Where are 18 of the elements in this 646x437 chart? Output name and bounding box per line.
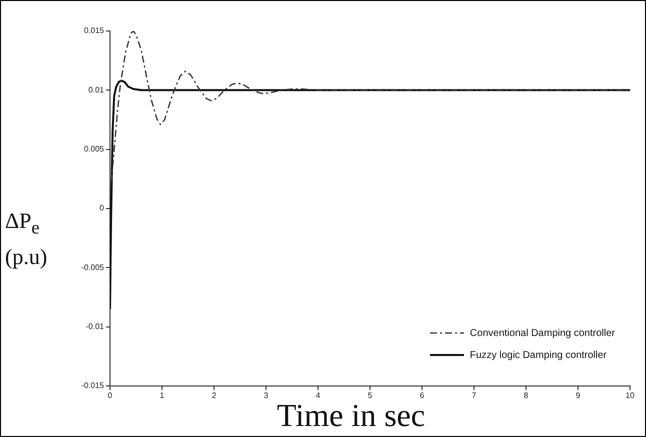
legend-label: Conventional Damping controller bbox=[470, 328, 615, 338]
y-tick-label: 0 bbox=[100, 204, 105, 213]
x-tick-label: 0 bbox=[108, 391, 113, 400]
y-tick-label: -0.015 bbox=[81, 381, 105, 390]
x-tick-label: 2 bbox=[212, 391, 217, 400]
x-tick-label: 3 bbox=[264, 391, 269, 400]
y-tick-label: 0.015 bbox=[84, 26, 105, 36]
x-tick-label: 9 bbox=[576, 391, 581, 400]
x-tick-label: 7 bbox=[472, 391, 477, 400]
legend-label: Fuzzy logic Damping controller bbox=[470, 350, 607, 360]
x-tick-label: 8 bbox=[524, 391, 529, 400]
y-tick-label: -0.005 bbox=[81, 262, 105, 272]
y-axis-title: ΔP$_{e}$ (p.u) bbox=[5, 207, 48, 272]
x-tick-label: 1 bbox=[160, 391, 165, 400]
y-tick-label: 0.01 bbox=[88, 85, 105, 94]
y-tick-label: 0.005 bbox=[84, 144, 105, 154]
y-tick-label: -0.01 bbox=[86, 322, 105, 332]
x-tick-label: 10 bbox=[626, 391, 635, 400]
